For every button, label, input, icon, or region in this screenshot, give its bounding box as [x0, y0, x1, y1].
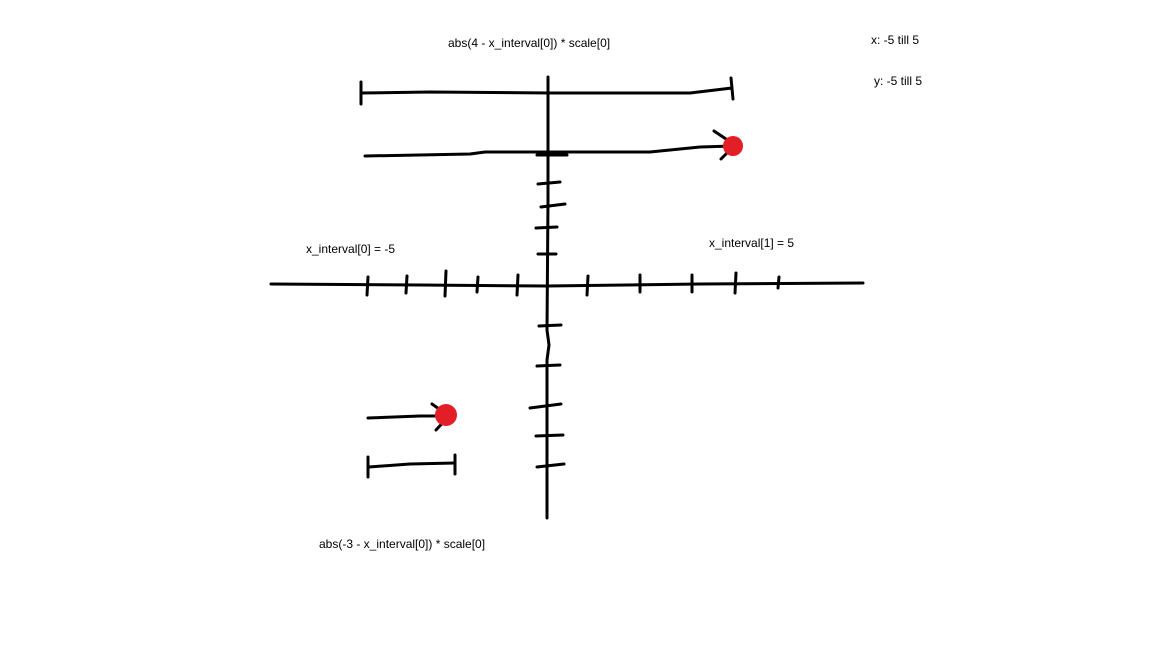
x-axis-tick: [776, 275, 781, 290]
bottom-measurement-bracket: [366, 453, 457, 479]
bracket-end-right: [729, 76, 735, 101]
y-axis-tick: [534, 433, 565, 438]
bracket-line: [367, 461, 457, 469]
y-axis-tick: [534, 225, 559, 230]
x-axis-line: [269, 281, 865, 288]
x-range-label: x: -5 till 5: [871, 33, 919, 47]
x-interval-left-label: x_interval[0] = -5: [306, 242, 395, 256]
x-axis-tick: [515, 273, 520, 297]
top-measurement-bracket: [359, 76, 735, 106]
y-axis-tick: [535, 462, 566, 469]
arrow-shaft: [363, 144, 735, 158]
point-at-minus-3: [435, 404, 457, 426]
y-range-label: y: -5 till 5: [874, 74, 922, 88]
y-axis-tick: [535, 363, 562, 368]
y-axis-tick: [537, 323, 563, 328]
x-axis-tick: [475, 275, 480, 294]
top-formula-label: abs(4 - x_interval[0]) * scale[0]: [448, 36, 610, 50]
bottom-formula-label: abs(-3 - x_interval[0]) * scale[0]: [319, 537, 485, 551]
y-axis: [528, 75, 569, 520]
bracket-line: [359, 86, 734, 95]
x-axis-tick: [365, 275, 370, 297]
y-axis-tick: [536, 180, 562, 186]
x-axis: [269, 269, 865, 298]
x-axis-tick: [585, 274, 590, 297]
y-axis-tick: [539, 202, 567, 209]
y-axis-tick: [528, 402, 563, 410]
y-axis-line: [545, 75, 551, 520]
x-axis-tick: [443, 269, 448, 298]
x-axis-tick: [733, 271, 738, 295]
x-axis-tick: [404, 274, 409, 295]
x-interval-right-label: x_interval[1] = 5: [709, 236, 794, 250]
point-at-4: [723, 136, 743, 156]
